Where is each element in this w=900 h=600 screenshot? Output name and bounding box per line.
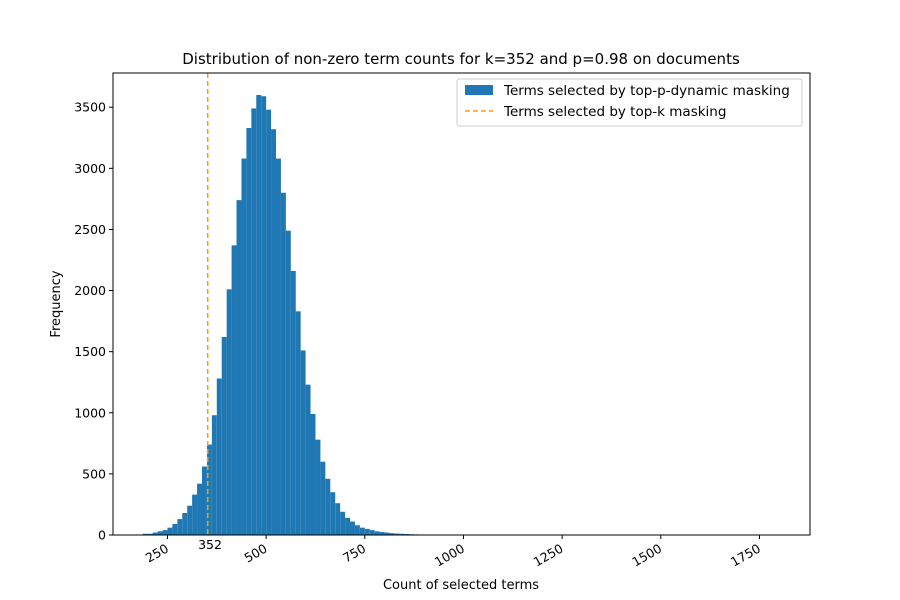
- histogram-bar: [394, 533, 400, 535]
- histogram-bar: [276, 158, 281, 536]
- histogram-bar: [182, 513, 188, 535]
- y-tick-label: 0: [98, 528, 106, 543]
- legend-label-topk: Terms selected by top-k masking: [503, 104, 726, 120]
- x-tick-label: 1750: [728, 541, 763, 570]
- x-tick-label: 250: [143, 541, 171, 566]
- histogram-bar: [157, 531, 163, 535]
- histogram-bar: [187, 505, 193, 535]
- histogram-bar: [374, 531, 380, 535]
- histogram-bar: [290, 271, 296, 535]
- legend-label-histogram: Terms selected by top-p-dynamic masking: [503, 83, 790, 99]
- histogram-bar: [364, 528, 370, 535]
- histogram-bar: [335, 503, 341, 535]
- x-tick-label: 1000: [432, 541, 467, 570]
- histogram-bar: [231, 245, 237, 536]
- histogram-bar: [350, 521, 355, 535]
- histogram-bar: [271, 129, 277, 535]
- histogram-bar: [369, 530, 375, 535]
- histogram-bar: [320, 461, 326, 535]
- legend-swatch-histogram: [465, 85, 493, 95]
- chart-title: Distribution of non-zero term counts for…: [182, 50, 740, 68]
- histogram-bar: [216, 378, 222, 535]
- histogram-bar: [172, 524, 178, 535]
- histogram-bar: [280, 192, 286, 535]
- y-tick-label: 1500: [74, 344, 106, 359]
- y-tick-label: 1000: [74, 405, 106, 420]
- histogram-bar: [340, 511, 346, 535]
- x-ticks-layer: 250 500 750 1000 1250 1500 1750: [143, 535, 763, 570]
- y-axis-title: Frequency: [49, 270, 64, 337]
- y-tick-label: 2000: [74, 283, 106, 298]
- histogram-bar: [300, 350, 306, 535]
- histogram-bar: [241, 158, 247, 536]
- histogram-bar: [305, 384, 311, 535]
- legend: Terms selected by top-p-dynamic masking …: [456, 78, 803, 127]
- x-axis-title: Count of selected terms: [383, 578, 539, 593]
- histogram-bar: [221, 337, 227, 535]
- histogram-bar: [256, 95, 262, 535]
- histogram-bar: [399, 533, 405, 535]
- histogram-bar: [359, 527, 365, 535]
- histogram-bar: [236, 200, 242, 535]
- y-ticks-layer: 0 500 1000 1500 2000 2500 3000 3500: [74, 100, 113, 543]
- histogram-bar: [192, 494, 198, 535]
- histogram-bar: [330, 492, 336, 535]
- x-tick-label: 500: [241, 541, 269, 566]
- histogram-bar: [266, 109, 272, 536]
- histogram-bar: [226, 289, 232, 535]
- histogram-bar: [325, 478, 331, 535]
- histogram-bar: [177, 519, 183, 535]
- histogram-bar: [379, 531, 385, 535]
- histogram-bar: [142, 533, 148, 535]
- y-tick-label: 500: [82, 466, 106, 481]
- histogram-bar: [389, 533, 395, 535]
- histogram-bar: [251, 108, 257, 535]
- histogram-bar: [197, 483, 202, 535]
- histogram-bar: [147, 533, 153, 535]
- histogram-bar: [354, 525, 360, 535]
- histogram-bar: [295, 311, 301, 535]
- y-tick-label: 3000: [74, 161, 106, 176]
- x-tick-label: 1250: [531, 541, 566, 570]
- x-tick-label: 750: [340, 541, 368, 566]
- histogram-bar: [261, 96, 267, 535]
- histogram-bar: [211, 415, 217, 535]
- k-value-annotation: 352: [198, 537, 222, 552]
- histogram-bar: [162, 530, 168, 535]
- histogram-bar: [152, 532, 158, 535]
- histogram-bar: [285, 230, 291, 535]
- y-tick-label: 2500: [74, 222, 106, 237]
- y-tick-label: 3500: [74, 100, 106, 115]
- histogram-bar: [167, 527, 173, 535]
- histogram-bar: [201, 466, 207, 535]
- histogram-bar: [315, 439, 321, 535]
- legend-box: [456, 78, 803, 127]
- bars-layer: [142, 95, 474, 536]
- histogram-bar: [345, 517, 351, 535]
- histogram-bar: [206, 444, 212, 535]
- x-tick-label: 1500: [629, 541, 664, 570]
- axes-frame: [112, 72, 811, 536]
- histogram-bar: [310, 414, 316, 535]
- histogram-bar: [384, 532, 390, 535]
- histogram-bar: [246, 128, 252, 535]
